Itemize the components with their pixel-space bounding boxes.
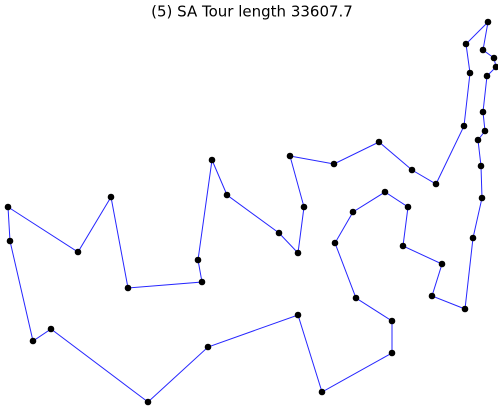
city-point [477,162,485,170]
city-point [428,292,436,300]
city-point [208,156,216,164]
city-point [349,208,357,216]
city-point [294,311,302,319]
city-point [144,398,152,406]
city-point [399,242,407,250]
chart-title: (5) SA Tour length 33607.7 [151,3,353,21]
city-point [275,229,283,237]
city-point [483,72,491,80]
city-point [404,203,412,211]
city-point [479,46,487,54]
city-point [4,203,12,211]
city-point [375,138,383,146]
city-point [381,188,389,196]
city-point [492,63,498,71]
city-point [223,191,231,199]
tour-line [7,20,497,403]
city-point [478,194,486,202]
city-point [29,337,37,345]
city-point [124,284,132,292]
city-point [462,40,470,48]
city-point [294,249,302,257]
city-point [74,248,82,256]
city-point [331,239,339,247]
city-point [481,127,489,135]
city-point [474,136,482,144]
city-point [204,343,212,351]
city-point [461,305,469,313]
city-point [432,180,440,188]
city-point [107,193,115,201]
city-point [388,349,396,357]
city-point [330,160,338,168]
city-point [286,152,294,160]
city-point [466,69,474,77]
city-point [198,278,206,286]
city-point [438,260,446,268]
city-point [479,108,487,116]
city-point [194,256,202,264]
city-point [47,325,55,333]
city-point [300,203,308,211]
city-point [484,18,492,26]
city-point [460,122,468,130]
city-point [352,294,360,302]
city-point [408,166,416,174]
city-point [469,234,477,242]
city-point [318,388,326,396]
city-point [388,317,396,325]
city-point [490,54,498,62]
city-point [6,237,14,245]
